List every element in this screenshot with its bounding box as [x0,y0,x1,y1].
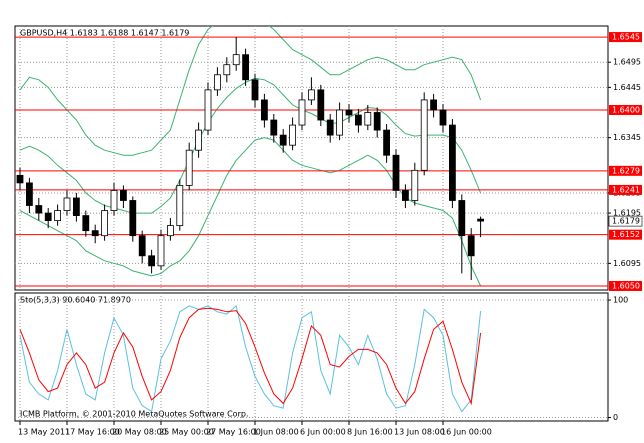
y-tick-label: 1.6345 [613,133,641,142]
candle-body [73,197,80,216]
level-label-box [609,104,642,115]
candle-body [63,197,71,211]
candle-body [120,190,127,201]
candle-body [16,174,24,184]
candle-body [326,119,334,136]
x-tick-label: 27 May 16:00 [206,428,261,437]
candle-body [110,190,118,211]
candle-body [392,154,400,191]
series-line [19,304,482,413]
x-tick-label: 8 Jun 16:00 [347,428,393,437]
candle-body [129,200,137,237]
candle-body [232,54,240,66]
level-label: 1.6241 [612,185,640,194]
candle-body [101,210,108,237]
candle-body [467,235,475,257]
x-tick-label: 16 Jun 00:00 [441,428,492,437]
candle-body [317,89,325,121]
candle-body [242,54,250,81]
level-label-box [609,280,642,291]
level-label-box [609,32,642,43]
x-tick-label: 6 Jun 00:00 [300,428,346,437]
candle-body [383,129,391,156]
level-label: 1.6279 [612,166,640,175]
plot-area [15,26,608,287]
candle-body [411,169,419,201]
series-line [19,26,482,156]
x-tick-label: 20 May 08:00 [112,428,167,437]
candle-body [91,230,99,237]
y-tick-label: 1.6495 [613,58,641,67]
candle-body [25,182,33,206]
candle-body [260,99,268,121]
candle-body [213,74,221,91]
level-label-box [609,229,642,240]
y-tick-label: 1.6195 [613,209,641,218]
y-tick-label: 0 [613,413,618,422]
candle-body [195,129,203,151]
candle-body [477,218,485,222]
candle-body [251,79,259,101]
candle-body [204,89,212,131]
candle-body [44,212,52,222]
x-tick-label: 25 May 00:00 [159,428,214,437]
candle-body [270,119,278,136]
candle-body [176,185,184,227]
level-label-box [609,184,642,195]
candle-body [354,114,362,126]
current-price-box [608,215,643,227]
candle-body [82,215,90,232]
candle-body [439,109,447,126]
candle-body [279,134,287,146]
candle-body [430,99,438,111]
candle-body [336,109,344,136]
level-label: 1.6050 [612,281,640,290]
y-tick-label: 100 [613,296,628,305]
candle-body [373,112,381,131]
candle-body [345,109,353,116]
sub-frame [14,292,609,422]
current-price-label: 1.6179 [612,217,640,226]
candle-body [420,99,428,171]
level-label: 1.6545 [612,33,640,42]
y-tick-label: 1.6095 [613,259,641,268]
candle-body [223,64,231,76]
x-tick-label: 1 Jun 08:00 [253,428,299,437]
x-tick-label: 13 May 2011 [18,428,70,437]
candle-body [148,255,156,267]
candle-body [185,149,193,186]
x-tick-label: 17 May 16:00 [65,428,120,437]
candle-body [289,124,297,146]
main-frame [14,25,609,291]
plot-area [15,299,608,418]
x-tick-label: 13 Jun 08:00 [394,428,445,437]
candle-body [401,190,409,201]
level-label: 1.6400 [612,105,640,114]
y-tick-label: 1.6445 [613,83,641,92]
chart-title: GBPUSD,H4 1.6183 1.6188 1.6147 1.6179 [20,29,189,38]
candle-body [458,200,466,237]
candle-body [307,89,315,101]
candle-body [448,124,456,201]
series-line [19,307,482,406]
candle-body [157,235,165,267]
candle-body [35,205,43,214]
candle-body [298,99,306,126]
level-label-box [609,165,642,176]
level-label: 1.6152 [612,230,640,239]
candle-body [364,112,372,126]
copyright: ICMB Platform, © 2001-2010 MetaQuotes So… [20,410,249,419]
candle-body [138,235,146,257]
candle-body [166,225,174,237]
candle-body [54,210,61,222]
series-line [19,77,482,214]
